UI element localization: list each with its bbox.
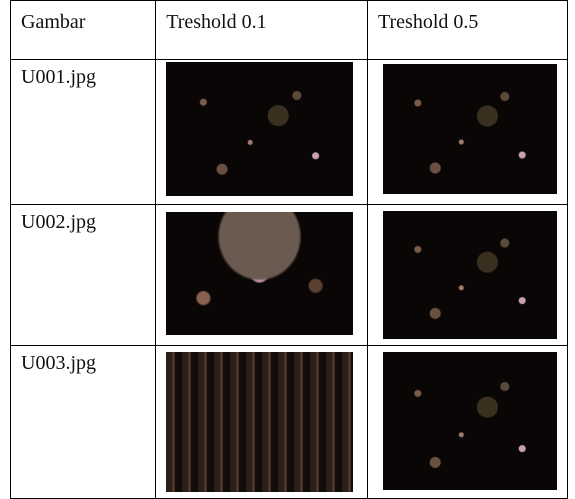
file-name: U003.jpg — [9, 345, 157, 499]
page: {"table": {"header": ["Gambar", "Treshol… — [9, 0, 568, 499]
image-cell — [367, 204, 568, 346]
file-name: U002.jpg — [9, 204, 157, 346]
image-cell — [155, 59, 368, 205]
image-cell — [367, 345, 568, 499]
image — [383, 64, 557, 194]
row: U001.jpg — [9, 59, 568, 205]
image — [166, 352, 354, 492]
image-cell — [155, 345, 368, 499]
header-cell: Treshold 0.1 — [155, 0, 368, 60]
image — [166, 62, 354, 196]
image — [383, 352, 557, 490]
image-cell — [155, 204, 368, 346]
image — [166, 212, 354, 335]
header-cell: Gambar — [9, 0, 157, 60]
file-name: U001.jpg — [9, 59, 157, 205]
row: U003.jpg — [9, 345, 568, 499]
header-cell: Treshold 0.5 — [367, 0, 568, 60]
result-table: Gambar Treshold 0.1 Treshold 0.5 U001.jp… — [9, 0, 568, 499]
header-row: Gambar Treshold 0.1 Treshold 0.5 — [9, 0, 568, 60]
row: U002.jpg — [9, 204, 568, 346]
image — [383, 211, 557, 339]
image-cell — [367, 59, 568, 205]
